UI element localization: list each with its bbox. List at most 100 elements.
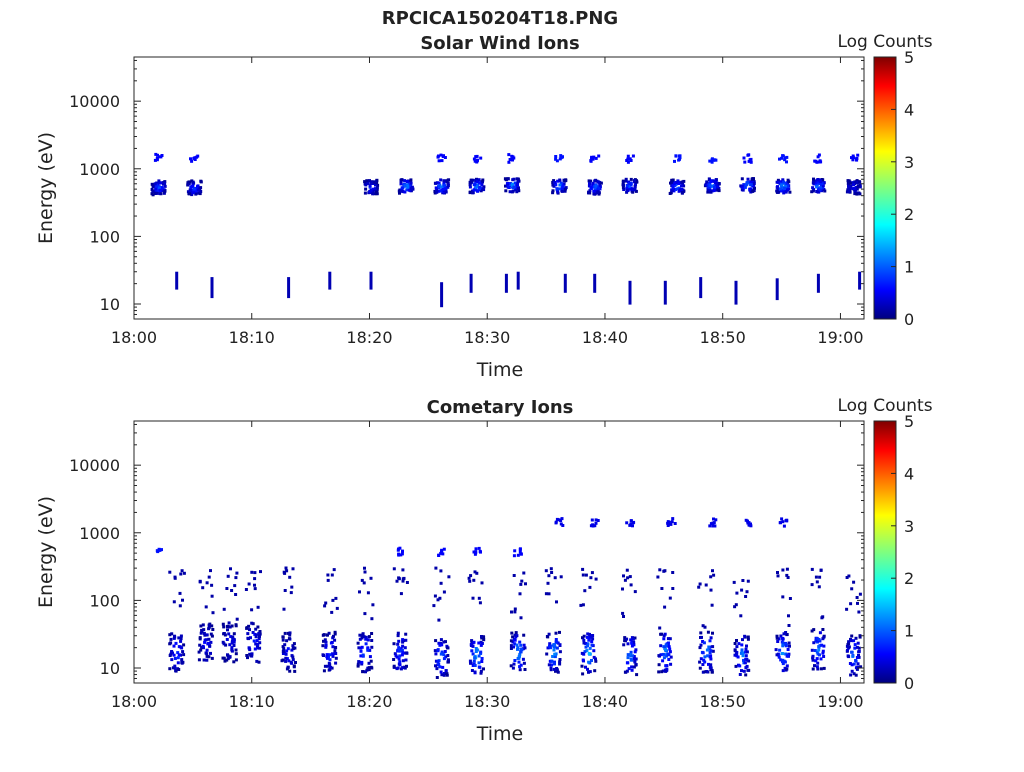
data-blob-secondary [189, 154, 200, 163]
data-dot [697, 585, 701, 589]
data-dot [709, 575, 713, 579]
data-dot [366, 591, 370, 595]
data-dot [855, 596, 859, 599]
data-blob [280, 631, 297, 673]
data-dot [284, 566, 288, 570]
colorbar-tick-label: 1 [904, 258, 914, 277]
data-dot [323, 604, 327, 608]
data-blob-secondary [396, 546, 404, 557]
data-blob [733, 634, 751, 677]
data-dot [733, 605, 737, 609]
data-dot [623, 578, 627, 582]
data-blob-secondary [512, 547, 523, 558]
data-dot [658, 626, 662, 630]
data-dot [711, 569, 714, 573]
data-dot [621, 611, 625, 615]
data-dot [332, 568, 336, 572]
data-dot [546, 581, 550, 585]
data-dot [209, 569, 212, 573]
data-dot [847, 574, 851, 578]
data-dot [173, 576, 177, 580]
data-dot [244, 588, 248, 591]
colorbar-tick-label: 4 [904, 100, 914, 119]
data-dot [821, 615, 825, 619]
y-tick-label: 100 [89, 591, 120, 610]
data-dot [663, 569, 667, 573]
data-dot [469, 574, 473, 578]
data-dot [785, 573, 789, 577]
data-dot [250, 570, 254, 574]
data-dot [405, 581, 409, 584]
data-dot [475, 571, 479, 575]
y-axis: 10 100 1000 10000 [69, 59, 864, 320]
y-tick-label: 1000 [79, 524, 120, 543]
data-streak [328, 271, 332, 290]
data-blob-secondary [744, 518, 753, 528]
data-dot [234, 593, 238, 596]
data-dot [510, 610, 513, 614]
data-blob [810, 177, 827, 194]
data-dot [625, 568, 629, 572]
data-dot [745, 590, 749, 594]
data-dot [744, 595, 748, 598]
data-dot [663, 605, 667, 609]
data-blob [774, 631, 791, 673]
colorbar-tick-label: 3 [904, 517, 914, 536]
data-dot [395, 579, 399, 583]
data-blob [775, 178, 792, 195]
data-dot [584, 573, 588, 577]
data-blob-secondary [437, 547, 446, 557]
data-streak [504, 273, 508, 293]
data-dot [579, 603, 583, 607]
data-dot [856, 601, 859, 605]
data-blob [245, 621, 262, 664]
data-blob [622, 636, 639, 677]
data-dot [701, 624, 705, 628]
data-dot [810, 567, 814, 571]
data-dot [198, 580, 202, 584]
data-blob [433, 638, 450, 679]
data-dot [547, 574, 551, 578]
data-blob [221, 621, 238, 664]
data-dot [776, 571, 779, 574]
data-blob-secondary [554, 154, 564, 163]
data-dot [370, 617, 374, 621]
data-blob [621, 177, 639, 194]
data-dot [438, 596, 442, 600]
data-dot [785, 567, 789, 571]
data-dot [703, 625, 707, 629]
x-tick-label: 18:20 [346, 328, 392, 347]
colorbar-tick-label: 2 [904, 569, 914, 588]
y-tick-label: 100 [89, 227, 120, 246]
colorbar-tick-label: 5 [904, 48, 914, 67]
y-axis-label: Energy (eV) [35, 496, 57, 608]
data-dot [658, 568, 662, 572]
data-blob-secondary [554, 517, 565, 527]
data-dot [363, 612, 367, 616]
data-dot [857, 610, 861, 614]
data-blob-secondary [589, 518, 600, 528]
data-blob-secondary [813, 153, 823, 164]
data-dot [222, 607, 226, 611]
data-streak [628, 280, 632, 305]
data-dot [229, 567, 232, 571]
data-dot [628, 575, 632, 579]
data-blob [356, 632, 374, 674]
data-dot [250, 608, 254, 612]
data-dot [735, 591, 739, 595]
data-dot [581, 567, 585, 571]
data-dot [559, 575, 563, 579]
data-dot [401, 579, 405, 583]
data-blob-secondary [436, 153, 447, 163]
data-dot [180, 569, 184, 573]
x-tick-label: 18:00 [111, 692, 157, 711]
colorbar-title: Log Counts [837, 396, 932, 416]
data-dot [399, 592, 403, 596]
data-dot [819, 568, 823, 572]
colorbar: 0 1 2 3 4 5 [873, 412, 914, 693]
data-dot [781, 568, 785, 572]
data-dot [520, 579, 524, 583]
data-blob-secondary [708, 517, 718, 528]
